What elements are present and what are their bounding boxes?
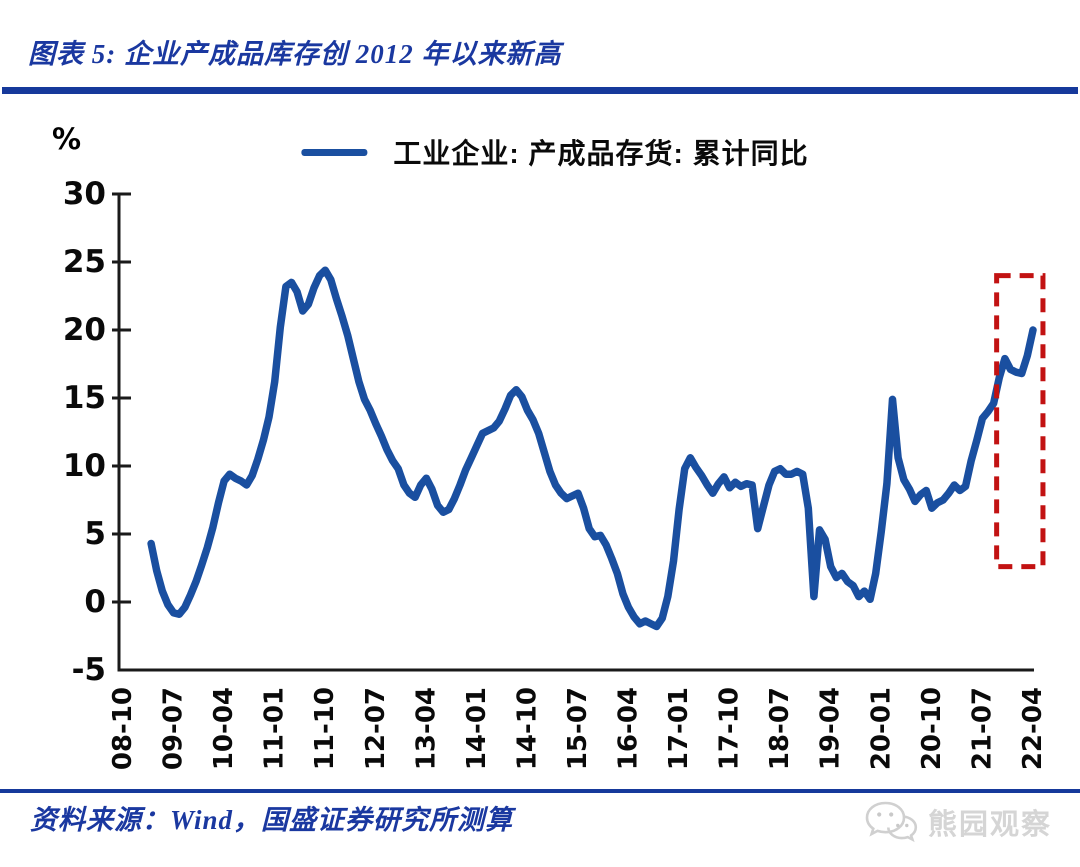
bottom-divider <box>0 789 1080 793</box>
wechat-icon <box>865 801 918 843</box>
y-axis-tick-label: 5 <box>84 516 106 552</box>
y-axis-tick-label: 20 <box>63 312 106 348</box>
y-axis-tick-label: 10 <box>63 448 106 484</box>
top-divider <box>2 87 1078 94</box>
x-axis-tick-label: 09-07 <box>159 687 189 770</box>
x-axis-tick-label: 15-07 <box>563 687 593 770</box>
y-axis-tick-label: 25 <box>63 244 106 280</box>
y-axis-tick-label: 0 <box>84 584 106 620</box>
x-axis-tick-label: 12-07 <box>361 687 391 770</box>
y-axis-tick-label: -5 <box>72 652 106 688</box>
y-axis-tick-label: 15 <box>63 380 106 416</box>
chart-legend: 工业企业: 产成品存货: 累计同比 <box>301 132 808 172</box>
x-axis-tick-label: 17-10 <box>715 687 745 770</box>
x-axis-tick-label: 20-01 <box>866 687 896 770</box>
x-axis-tick-label: 16-04 <box>614 687 644 770</box>
x-axis-tick-label: 11-10 <box>310 687 340 770</box>
x-axis-tick-label: 18-07 <box>765 687 795 770</box>
x-axis-tick-label: 19-04 <box>816 687 846 770</box>
y-axis-unit-label: % <box>52 122 82 156</box>
x-axis-tick-label: 14-01 <box>462 687 492 770</box>
y-axis-tick-label: 30 <box>63 176 106 212</box>
x-axis-tick-label: 13-04 <box>411 687 441 770</box>
x-axis-tick-label: 11-01 <box>260 687 290 770</box>
watermark-text: 熊园观察 <box>927 809 1052 841</box>
figure-title: 图表 5: 企业产成品库存创 2012 年以来新高 <box>28 39 562 69</box>
x-axis-tick-label: 21-07 <box>967 687 997 770</box>
legend-label: 工业企业: 产成品存货: 累计同比 <box>393 138 809 169</box>
x-axis-tick-label: 17-01 <box>664 687 694 770</box>
x-axis-tick-label: 14-10 <box>512 687 542 770</box>
watermark: 熊园观察 <box>864 800 1052 844</box>
source-note: 资料来源：Wind，国盛证券研究所测算 <box>30 805 514 835</box>
x-axis-tick-label: 20-10 <box>917 687 947 770</box>
highlight-box <box>994 273 1046 570</box>
x-axis-tick-label: 08-10 <box>108 687 138 770</box>
series-line <box>147 266 1037 631</box>
x-axis-tick-label: 22-04 <box>1018 687 1048 770</box>
x-axis-tick-label: 10-04 <box>209 687 239 770</box>
legend-line-swatch <box>301 148 368 156</box>
